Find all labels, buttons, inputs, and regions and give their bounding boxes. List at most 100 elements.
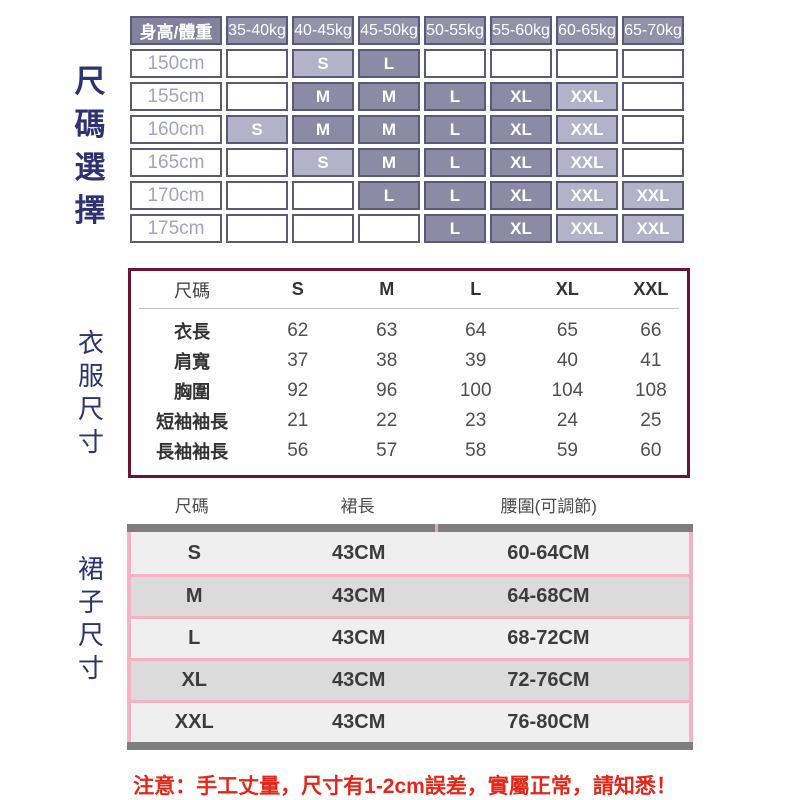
measurement-note: 注意：手工丈量，尺寸有1-2cm誤差，實屬正常，請知悉！ — [133, 775, 677, 798]
skirt-table-header-row: 尺碼 裙長 腰圍(可調節) — [128, 492, 690, 517]
clothes-row: 胸圍 92 96 100 104 108 — [131, 376, 687, 406]
clothes-value: 100 — [459, 380, 492, 401]
matrix-weight-header: 40-45kg — [292, 16, 354, 45]
skirt-size-cell: XL — [181, 669, 208, 691]
matrix-weight-header: 45-50kg — [358, 16, 420, 45]
section-label-char: 碼 — [74, 107, 106, 142]
matrix-size-cell: M — [292, 82, 354, 111]
matrix-body: 150cm S L 155cm M M L XL XXL 160cm S M M L XL XXL 165cm S… — [130, 49, 684, 243]
skirt-length-cell: 43CM — [332, 711, 386, 733]
matrix-size-cell: XXL — [556, 82, 618, 111]
matrix-empty-cell — [490, 49, 552, 78]
skirt-row: L 43CM 68-72CM — [131, 616, 689, 658]
section-label-char: 選 — [74, 150, 106, 185]
clothes-value: 65 — [556, 320, 578, 341]
clothes-row: 長袖袖長 56 57 58 59 60 — [131, 436, 687, 466]
skirt-header-cell: 腰圍(可調節) — [500, 497, 597, 516]
table-top-bar — [127, 524, 693, 532]
section-label-char: 裙 — [77, 554, 104, 584]
matrix-header-row: 身高/體重 35-40kg 40-45kg 45-50kg 50-55kg 55-60kg… — [130, 16, 684, 45]
matrix-size-cell: XL — [490, 148, 552, 177]
matrix-empty-cell — [292, 181, 354, 210]
matrix-empty-cell — [424, 49, 486, 78]
clothes-value: 41 — [640, 350, 662, 371]
header-divider — [139, 308, 679, 309]
clothes-value: 24 — [556, 410, 578, 431]
clothes-value: 22 — [376, 410, 398, 431]
matrix-size-cell: XL — [490, 214, 552, 243]
matrix-weight-header: 55-60kg — [490, 16, 552, 45]
section-label-char: 服 — [77, 361, 104, 391]
matrix-empty-cell — [226, 181, 288, 210]
matrix-row: 150cm S L — [130, 49, 684, 78]
skirt-row: S 43CM 60-64CM — [131, 532, 689, 574]
clothes-row-label: 胸圍 — [174, 382, 211, 402]
matrix-size-cell: S — [226, 115, 288, 144]
skirt-waist-cell: 64-68CM — [507, 585, 590, 607]
matrix-size-cell: M — [292, 115, 354, 144]
clothes-value: 57 — [376, 440, 398, 461]
skirt-waist-cell: 68-72CM — [507, 627, 590, 649]
skirt-length-cell: 43CM — [332, 627, 386, 649]
matrix-empty-cell — [622, 115, 684, 144]
skirt-length-cell: 43CM — [332, 541, 386, 564]
matrix-height-label: 175cm — [130, 214, 222, 243]
clothes-value: 108 — [634, 380, 667, 401]
clothes-value: 56 — [287, 440, 309, 461]
matrix-size-cell: XXL — [556, 148, 618, 177]
skirt-size-cell: XXL — [174, 711, 214, 733]
clothes-row: 肩寬 37 38 39 40 41 — [131, 346, 687, 376]
matrix-size-cell: L — [424, 214, 486, 243]
matrix-size-cell: M — [358, 82, 420, 111]
skirt-size-cell: L — [188, 627, 201, 649]
clothes-row-label: 衣長 — [174, 322, 211, 342]
skirt-header-cell: 裙長 — [340, 497, 375, 516]
clothes-value: 63 — [376, 320, 398, 341]
clothes-table-body: 衣長 62 63 64 65 66 肩寬 37 38 39 40 41 胸圍 92 96 100 104 108 短… — [131, 309, 687, 466]
matrix-size-cell: XXL — [556, 214, 618, 243]
clothes-header-cell: S — [291, 279, 304, 299]
clothes-value: 40 — [556, 350, 578, 371]
matrix-height-label: 170cm — [130, 181, 222, 210]
skirt-length-cell: 43CM — [332, 585, 386, 607]
clothes-row: 衣長 62 63 64 65 66 — [131, 316, 687, 346]
section-label-char: 寸 — [77, 653, 104, 683]
clothes-header-cell: XXL — [633, 279, 669, 299]
section-label-char: 衣 — [77, 328, 104, 358]
clothes-value: 21 — [287, 410, 309, 431]
clothes-value: 58 — [465, 440, 487, 461]
matrix-height-label: 160cm — [130, 115, 222, 144]
matrix-size-cell: XXL — [556, 115, 618, 144]
matrix-empty-cell — [226, 214, 288, 243]
clothes-value: 59 — [556, 440, 578, 461]
matrix-empty-cell — [622, 49, 684, 78]
matrix-row: 155cm M M L XL XXL — [130, 82, 684, 111]
matrix-empty-cell — [226, 82, 288, 111]
section-label-char: 尺 — [77, 620, 104, 650]
skirt-waist-cell: 60-64CM — [507, 541, 590, 564]
clothes-row: 短袖袖長 21 22 23 24 25 — [131, 406, 687, 436]
skirt-waist-cell: 76-80CM — [507, 711, 590, 733]
skirt-table-rows: S 43CM 60-64CM M 43CM 64-68CM L 43CM 68-72CM XL 43… — [127, 532, 693, 742]
matrix-weight-header: 50-55kg — [424, 16, 486, 45]
section-label-char: 尺 — [77, 394, 104, 424]
matrix-size-cell: XXL — [556, 181, 618, 210]
clothes-value: 37 — [287, 350, 309, 371]
matrix-size-cell: S — [292, 49, 354, 78]
matrix-weight-header: 35-40kg — [226, 16, 288, 45]
clothes-size-table: 尺碼 S M L XL XXL 衣長 62 63 64 65 66 肩寬 37 38 39 40 41 胸圍 92 9… — [128, 268, 690, 478]
pink-tick-mark — [435, 524, 438, 532]
table-bottom-bar — [127, 742, 693, 750]
matrix-empty-cell — [622, 148, 684, 177]
matrix-row: 165cm S M L XL XXL — [130, 148, 684, 177]
matrix-size-cell: XXL — [622, 181, 684, 210]
matrix-height-label: 150cm — [130, 49, 222, 78]
skirt-waist-cell: 72-76CM — [507, 669, 590, 691]
clothes-table-header-row: 尺碼 S M L XL XXL — [131, 271, 687, 308]
skirt-size-cell: M — [185, 585, 203, 607]
clothes-header-cell: XL — [555, 279, 579, 299]
skirt-row: M 43CM 64-68CM — [131, 574, 689, 616]
clothes-row-label: 短袖袖長 — [156, 412, 229, 432]
matrix-corner-label: 身高/體重 — [130, 16, 222, 45]
matrix-size-cell: XL — [490, 82, 552, 111]
